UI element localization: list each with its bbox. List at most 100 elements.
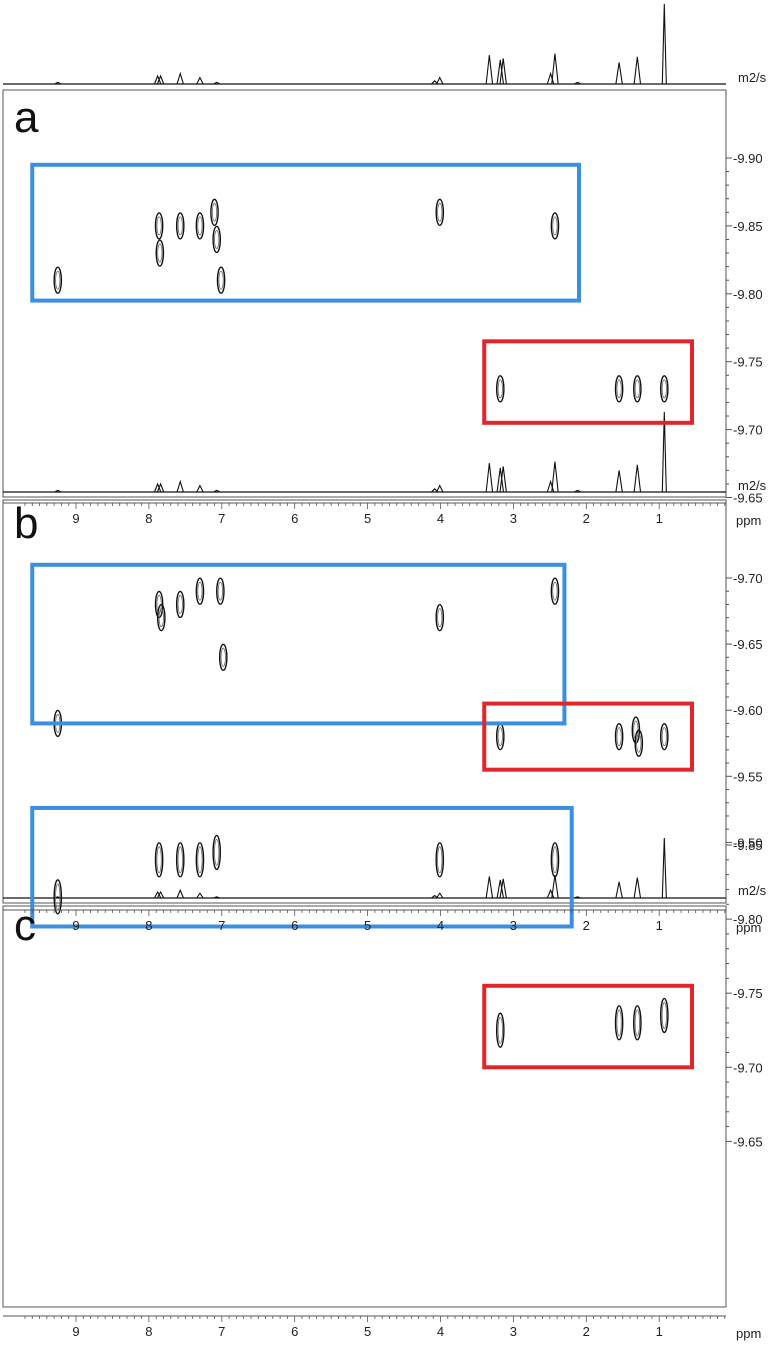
spectrum-peak — [633, 877, 642, 899]
ppm-label-a: ppm — [736, 513, 761, 528]
spectrum-peak — [436, 892, 444, 899]
x-tick-label: 5 — [364, 1324, 371, 1339]
red-box — [482, 339, 695, 425]
contour-peak — [154, 212, 164, 240]
spectrum-peak — [496, 879, 505, 899]
spectrum-peak — [176, 888, 184, 899]
contour-peak — [660, 997, 669, 1034]
contour-peak — [195, 842, 205, 878]
boxes-layer — [30, 162, 695, 1070]
contour-peak — [210, 198, 219, 227]
contour-peak — [550, 577, 560, 605]
y-tick-label: -9.90 — [733, 151, 763, 166]
y-tick-label: -9.65 — [733, 637, 763, 652]
contour-peak — [216, 266, 226, 294]
contour-peak-inner — [156, 846, 162, 874]
contour-peak — [495, 1012, 505, 1048]
contour-peak — [212, 225, 221, 254]
contour-peak — [435, 198, 445, 227]
x-tick-label: 3 — [510, 1324, 517, 1339]
y-tick-label: -9.65 — [733, 491, 763, 506]
panel-letter-a: a — [14, 93, 39, 142]
contour-peak — [633, 1005, 642, 1041]
spectrum-peak — [153, 482, 162, 493]
spectrum-peak — [499, 466, 507, 493]
spectrum-peak — [633, 464, 642, 493]
spectrum-peak — [485, 463, 494, 493]
spectrum-peak — [496, 59, 505, 85]
contour-peak-inner — [177, 595, 183, 614]
labels-layer: a b c m2/s m2/s m2/s ppm ppm ppm — [14, 70, 767, 1341]
contour-peak — [435, 603, 445, 632]
contour-peak-inner — [497, 1016, 503, 1044]
contour-peak-inner — [177, 846, 183, 874]
spectrum-peak — [661, 837, 667, 899]
x-tick-label: 3 — [510, 511, 517, 526]
contour-peak-inner — [177, 216, 183, 236]
y-tick-label: -9.80 — [733, 287, 763, 302]
spectrum-peak — [436, 484, 444, 493]
x-tick-label: 1 — [656, 511, 663, 526]
spectrum-peak — [546, 888, 555, 899]
y-tick-label: -9.70 — [733, 1060, 763, 1075]
contour-peak — [218, 643, 228, 672]
contour-peak — [216, 577, 225, 605]
contour-peak-inner — [55, 270, 61, 290]
x-tick-label: 6 — [291, 918, 298, 933]
contour-peak-inner — [661, 727, 667, 747]
contour-peak-inner — [220, 647, 226, 667]
y-tick-label: -9.75 — [733, 355, 763, 370]
x-tick-label: 6 — [291, 1324, 298, 1339]
spectrum-peak — [633, 56, 642, 85]
contour-peak-inner — [211, 202, 218, 222]
x-tick-label: 9 — [72, 511, 79, 526]
y-tick-label: -9.60 — [733, 703, 763, 718]
spectrum-peak — [615, 62, 623, 85]
contour-peak — [195, 577, 205, 605]
contour-peak — [156, 603, 166, 632]
unit-label-b: m2/s — [738, 883, 767, 898]
contour-peak-inner — [497, 727, 503, 747]
spectrum-peak — [213, 489, 221, 493]
spectrum-peak — [661, 411, 667, 493]
panel-letter-c: c — [14, 901, 36, 950]
contour-peak-inner — [437, 846, 443, 874]
x-tick-label: 8 — [145, 918, 152, 933]
blue-box — [30, 805, 574, 929]
y-tick-label: -9.70 — [733, 571, 763, 586]
spectrum-peak — [499, 58, 507, 85]
contour-peak-inner — [616, 727, 622, 747]
contour-peak-inner — [636, 733, 642, 753]
y-tick-label: -9.50 — [733, 835, 763, 850]
contour-peak — [550, 212, 560, 240]
y-tick-label: -9.75 — [733, 986, 763, 1001]
contour-peak — [614, 1005, 624, 1041]
contour-peak — [435, 842, 445, 878]
ppm-label-c: ppm — [736, 1326, 761, 1341]
contour-peak-inner — [157, 243, 163, 263]
spectrum-peak — [615, 881, 623, 899]
x-tick-label: 9 — [72, 918, 79, 933]
x-tick-label: 8 — [145, 511, 152, 526]
spectrum-peak — [574, 896, 581, 899]
spectrum-peak — [574, 489, 581, 493]
contour-peak — [154, 842, 164, 878]
x-tick-label: 4 — [437, 511, 444, 526]
x-tick-label: 4 — [437, 1324, 444, 1339]
contour-peak — [53, 879, 63, 915]
spectrum-peak — [436, 76, 444, 85]
spectrum-peak — [153, 74, 162, 85]
spectrum-peak — [196, 484, 204, 493]
x-tick-label: 5 — [364, 511, 371, 526]
y-tick-label: -9.85 — [733, 838, 763, 853]
contour-peak-inner — [497, 379, 503, 399]
spectrum-peak — [156, 482, 165, 493]
blue-box — [30, 162, 582, 303]
x-tick-label: 1 — [656, 1324, 663, 1339]
contour-peak — [53, 266, 63, 294]
spectrum-peak — [153, 890, 162, 899]
contour-peak-inner — [214, 230, 220, 249]
spectrum-peak — [213, 81, 221, 85]
contour-peak-inner — [661, 1002, 667, 1029]
